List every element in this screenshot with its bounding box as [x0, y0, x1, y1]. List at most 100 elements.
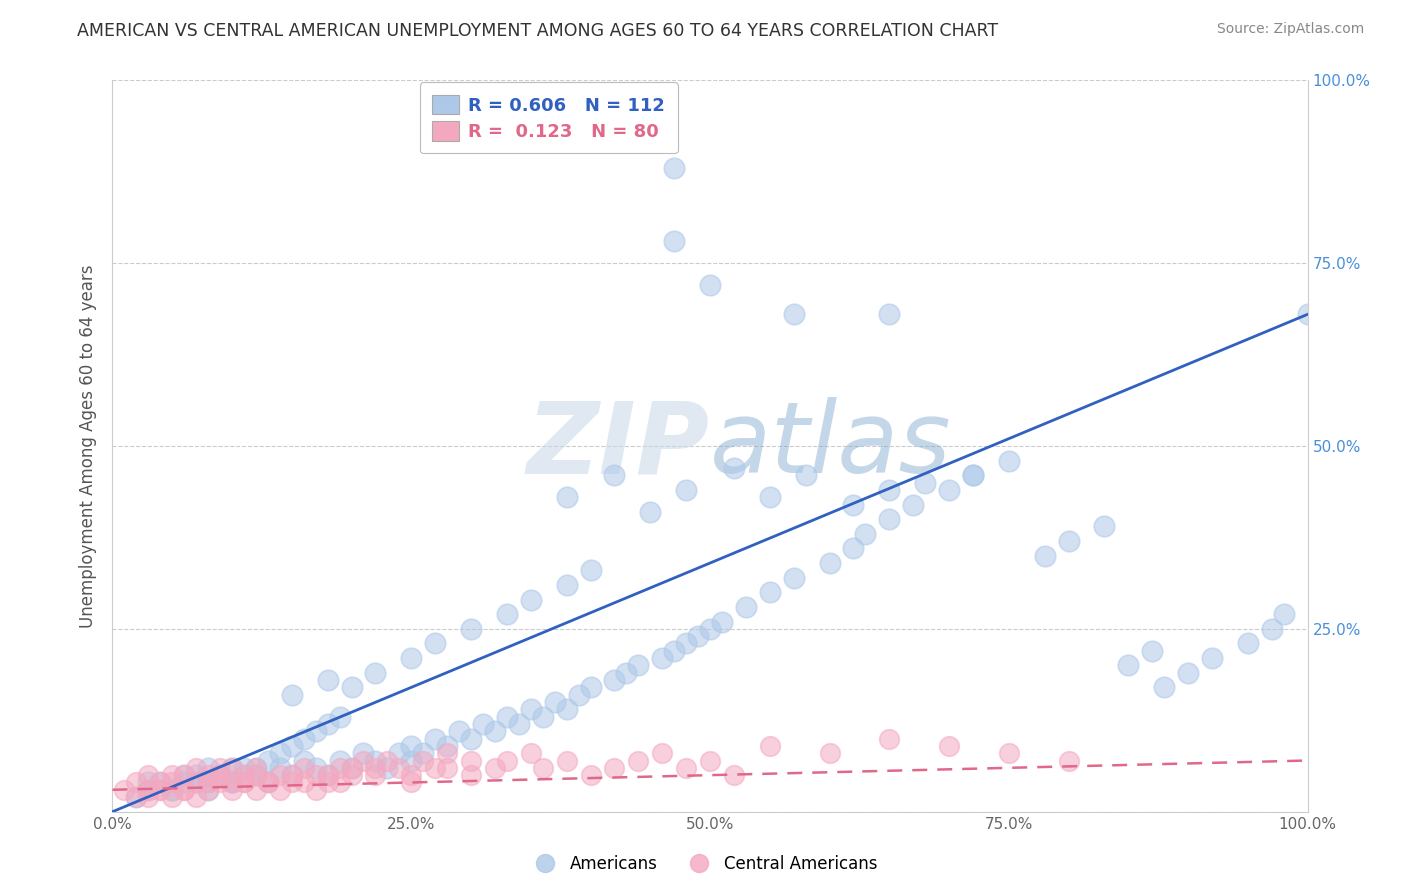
- Point: [388, 761, 411, 775]
- Point: [914, 475, 936, 490]
- Point: [699, 622, 721, 636]
- Point: [879, 512, 901, 526]
- Point: [436, 746, 458, 760]
- Point: [1153, 681, 1175, 695]
- Point: [173, 775, 195, 789]
- Point: [388, 746, 411, 760]
- Point: [209, 768, 232, 782]
- Text: Source: ZipAtlas.com: Source: ZipAtlas.com: [1216, 22, 1364, 37]
- Point: [316, 673, 339, 687]
- Point: [842, 541, 865, 556]
- Point: [162, 782, 183, 797]
- Point: [269, 746, 291, 760]
- Point: [377, 761, 399, 775]
- Point: [316, 768, 339, 782]
- Point: [364, 768, 387, 782]
- Point: [233, 775, 256, 789]
- Point: [520, 592, 543, 607]
- Point: [1237, 636, 1260, 650]
- Point: [186, 761, 208, 775]
- Point: [579, 563, 602, 577]
- Point: [998, 453, 1021, 467]
- Point: [269, 761, 291, 775]
- Point: [699, 278, 721, 293]
- Point: [149, 782, 172, 797]
- Point: [197, 761, 219, 775]
- Point: [329, 761, 352, 775]
- Point: [401, 651, 423, 665]
- Point: [627, 754, 650, 768]
- Point: [186, 775, 208, 789]
- Point: [305, 724, 328, 739]
- Point: [675, 483, 697, 497]
- Point: [447, 724, 470, 739]
- Point: [186, 790, 208, 805]
- Point: [173, 768, 195, 782]
- Point: [364, 754, 387, 768]
- Point: [903, 498, 925, 512]
- Point: [1261, 622, 1284, 636]
- Point: [723, 768, 745, 782]
- Point: [352, 746, 374, 760]
- Legend: Americans, Central Americans: Americans, Central Americans: [522, 848, 884, 880]
- Point: [245, 761, 267, 775]
- Point: [149, 775, 172, 789]
- Point: [436, 739, 458, 753]
- Point: [938, 739, 960, 753]
- Point: [257, 754, 280, 768]
- Point: [233, 775, 256, 789]
- Point: [245, 782, 267, 797]
- Point: [221, 775, 243, 789]
- Point: [711, 615, 734, 629]
- Point: [1033, 549, 1056, 563]
- Point: [292, 754, 315, 768]
- Point: [688, 629, 710, 643]
- Point: [603, 468, 626, 483]
- Point: [818, 556, 841, 570]
- Point: [364, 665, 387, 680]
- Point: [233, 768, 256, 782]
- Point: [879, 307, 901, 321]
- Point: [460, 731, 482, 746]
- Point: [281, 739, 304, 753]
- Point: [316, 717, 339, 731]
- Point: [186, 768, 208, 782]
- Point: [364, 761, 387, 775]
- Point: [759, 490, 782, 504]
- Point: [186, 775, 208, 789]
- Point: [651, 746, 673, 760]
- Point: [292, 731, 315, 746]
- Point: [520, 746, 543, 760]
- Point: [484, 761, 506, 775]
- Point: [962, 468, 984, 483]
- Point: [664, 161, 686, 175]
- Point: [401, 768, 423, 782]
- Point: [484, 724, 506, 739]
- Point: [603, 673, 626, 687]
- Point: [603, 761, 626, 775]
- Point: [209, 768, 232, 782]
- Point: [401, 754, 423, 768]
- Point: [125, 790, 148, 805]
- Point: [1057, 534, 1080, 549]
- Point: [233, 768, 256, 782]
- Point: [675, 761, 697, 775]
- Point: [162, 790, 183, 805]
- Text: AMERICAN VS CENTRAL AMERICAN UNEMPLOYMENT AMONG AGES 60 TO 64 YEARS CORRELATION : AMERICAN VS CENTRAL AMERICAN UNEMPLOYMEN…: [77, 22, 998, 40]
- Point: [496, 754, 519, 768]
- Point: [627, 658, 650, 673]
- Point: [401, 739, 423, 753]
- Point: [436, 761, 458, 775]
- Point: [579, 768, 602, 782]
- Point: [340, 761, 363, 775]
- Point: [197, 775, 219, 789]
- Point: [138, 782, 160, 797]
- Point: [412, 746, 434, 760]
- Point: [221, 761, 243, 775]
- Y-axis label: Unemployment Among Ages 60 to 64 years: Unemployment Among Ages 60 to 64 years: [79, 264, 97, 628]
- Point: [269, 782, 291, 797]
- Point: [138, 768, 160, 782]
- Point: [472, 717, 495, 731]
- Point: [412, 754, 434, 768]
- Point: [138, 775, 160, 789]
